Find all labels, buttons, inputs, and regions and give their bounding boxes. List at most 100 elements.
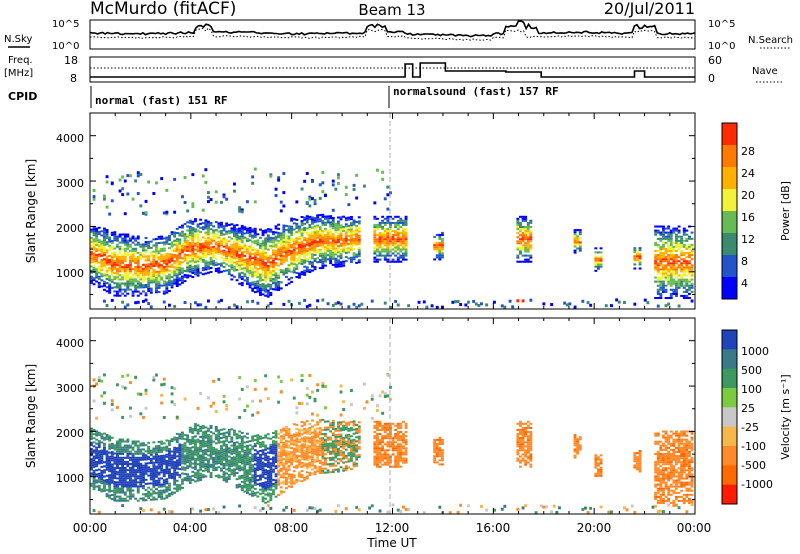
power-cell <box>285 235 288 238</box>
power-cell <box>116 239 119 242</box>
power-cell <box>230 247 234 250</box>
power-cell <box>214 241 218 244</box>
velocity-cell <box>116 450 119 453</box>
power-cell <box>108 287 112 290</box>
velocity-cell <box>266 488 270 491</box>
power-cell <box>165 254 169 257</box>
power-cell <box>433 244 437 247</box>
power-cell <box>599 251 603 254</box>
power-cell <box>199 249 203 252</box>
velocity-cell <box>194 459 197 462</box>
velocity-cell <box>144 470 148 473</box>
velocity-cell <box>199 444 203 447</box>
power-cell <box>654 256 658 259</box>
power-cell <box>521 226 525 229</box>
velocity-cell <box>181 468 184 471</box>
power-cell <box>636 255 639 258</box>
velocity-cell <box>266 455 270 458</box>
power-cell <box>181 224 184 227</box>
power-cell <box>170 233 174 236</box>
power-cell <box>170 265 174 268</box>
velocity-cell <box>147 450 151 453</box>
velocity-cell <box>162 382 166 386</box>
power-cell <box>386 244 390 247</box>
velocity-cell <box>134 375 138 379</box>
power-cell <box>357 216 361 219</box>
power-cell <box>165 277 169 280</box>
power-cell <box>313 258 317 261</box>
power-cell <box>272 269 275 272</box>
power-cell <box>282 240 286 243</box>
power-cell <box>261 289 265 292</box>
velocity-cell <box>147 441 151 444</box>
power-cell <box>337 255 340 258</box>
velocity-cell <box>274 446 278 449</box>
power-cell <box>178 277 182 280</box>
velocity-cell <box>222 440 226 443</box>
power-cell <box>688 297 691 300</box>
velocity-cell <box>277 451 281 454</box>
power-cell <box>155 289 158 292</box>
power-cell <box>318 236 322 239</box>
velocity-cell <box>225 437 229 440</box>
power-cell <box>269 291 273 294</box>
power-cell <box>402 234 405 237</box>
velocity-cell <box>157 471 161 474</box>
velocity-cell <box>123 463 127 466</box>
power-cell <box>435 256 439 259</box>
power-cell <box>282 269 286 272</box>
velocity-cell <box>108 457 112 460</box>
velocity-cell <box>162 469 166 472</box>
power-cell <box>677 278 681 281</box>
power-cell <box>116 235 119 238</box>
power-cell <box>669 233 673 236</box>
power-cell <box>295 200 299 204</box>
velocity-cell <box>110 477 114 480</box>
velocity-cell <box>279 476 283 479</box>
velocity-cell <box>178 447 182 450</box>
velocity-cell <box>209 425 213 428</box>
power-cell <box>103 194 106 198</box>
power-cell <box>264 262 268 265</box>
power-cell <box>287 249 291 252</box>
power-cell <box>664 290 668 293</box>
power-cell <box>656 264 660 267</box>
power-cell <box>147 287 151 290</box>
velocity-cell <box>214 410 218 413</box>
velocity-cell <box>279 461 283 464</box>
power-cell <box>669 243 673 246</box>
power-cell <box>95 272 99 275</box>
power-cell <box>350 256 353 259</box>
power-cell <box>173 249 177 252</box>
power-cell <box>667 243 671 246</box>
power-cell <box>391 252 395 255</box>
power-cell <box>149 273 153 276</box>
power-cell <box>123 212 127 216</box>
velocity-cell <box>217 449 221 452</box>
power-cell <box>181 269 184 272</box>
power-cell <box>334 235 338 238</box>
power-cell <box>677 229 681 232</box>
velocity-cell <box>282 452 286 455</box>
power-cell <box>204 168 208 172</box>
power-cell <box>313 227 317 230</box>
velocity-cell <box>251 486 255 489</box>
velocity-cell <box>220 455 223 458</box>
velocity-cell <box>233 470 236 473</box>
power-cell <box>516 219 520 222</box>
power-cell <box>220 262 223 265</box>
velocity-cell <box>272 450 275 453</box>
velocity-cell <box>269 480 273 483</box>
power-cell <box>287 239 291 242</box>
velocity-cell <box>277 432 281 435</box>
power-cell <box>144 284 148 287</box>
velocity-cell <box>240 442 244 445</box>
power-cell <box>123 237 127 240</box>
velocity-cell <box>149 498 153 501</box>
power-cell <box>386 238 390 241</box>
power-cell <box>246 231 249 234</box>
velocity-cell <box>134 477 138 480</box>
power-cell <box>209 242 213 245</box>
power-cell <box>290 244 294 247</box>
velocity-cell <box>152 496 156 499</box>
